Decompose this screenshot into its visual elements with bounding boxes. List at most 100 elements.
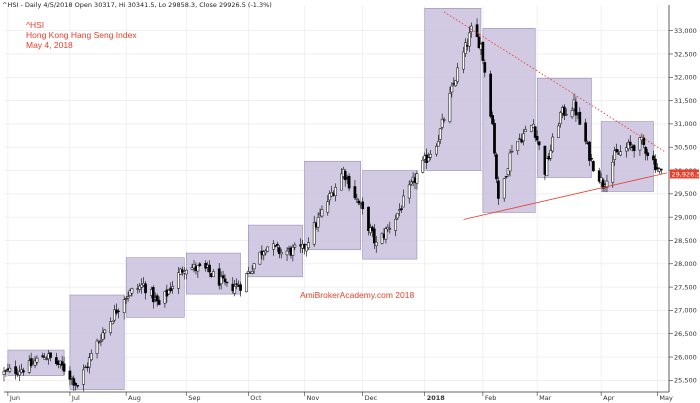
- down-candle: [504, 176, 508, 178]
- down-candle: [169, 287, 173, 292]
- x-tick-label: Apr: [603, 394, 615, 402]
- down-candle: [588, 141, 591, 161]
- up-candle: [450, 85, 454, 93]
- up-candle: [524, 129, 527, 132]
- down-candle: [144, 283, 147, 294]
- down-candle: [483, 62, 487, 73]
- x-tick-label: May: [659, 394, 673, 402]
- down-candle: [642, 137, 646, 145]
- up-candle: [328, 193, 332, 201]
- up-candle: [613, 150, 617, 160]
- y-tick-label: 25,500: [674, 377, 697, 385]
- up-candle: [171, 286, 175, 290]
- down-candle: [235, 283, 239, 285]
- up-candle: [518, 138, 522, 140]
- x-axis-tick-labels: Jun Jul Aug Sep Oct Nov Dec 2018 Feb Mar Apr May: [9, 394, 673, 402]
- down-candle: [652, 155, 655, 161]
- down-candle: [343, 171, 347, 181]
- x-tick-label: Jun: [9, 394, 20, 402]
- up-candle: [8, 367, 12, 372]
- x-tick-label: Dec: [365, 394, 378, 402]
- up-candle: [456, 67, 460, 82]
- down-candle: [592, 161, 595, 172]
- down-candle: [656, 167, 659, 170]
- up-candle: [522, 133, 525, 142]
- up-candle: [233, 286, 237, 294]
- up-candle: [279, 252, 283, 255]
- down-candle: [584, 122, 587, 142]
- x-tick-label: Feb: [485, 394, 497, 402]
- support-trendline: [463, 172, 668, 220]
- up-candle: [402, 195, 405, 208]
- up-candle: [355, 198, 359, 200]
- up-candle: [334, 187, 337, 197]
- down-candle: [644, 147, 648, 154]
- down-candle: [54, 357, 58, 364]
- down-candle: [225, 281, 229, 284]
- up-candle: [320, 209, 324, 217]
- up-candle: [113, 309, 116, 321]
- down-candle: [62, 363, 66, 372]
- down-candle: [155, 295, 159, 302]
- up-candle: [27, 360, 31, 373]
- up-candle: [307, 242, 310, 249]
- down-candle: [628, 141, 632, 146]
- down-candle: [198, 263, 202, 266]
- up-candle: [415, 173, 419, 184]
- up-candle: [638, 137, 642, 151]
- down-candle: [361, 201, 365, 210]
- down-candle: [372, 228, 376, 244]
- up-candle: [442, 119, 446, 121]
- up-candle: [409, 181, 413, 185]
- up-candle: [138, 285, 142, 290]
- up-candle: [384, 228, 388, 240]
- up-candle: [427, 157, 430, 162]
- up-candle: [407, 184, 411, 199]
- down-candle: [654, 158, 657, 171]
- down-candle: [601, 179, 605, 189]
- down-candle: [489, 73, 492, 117]
- down-candle: [400, 208, 403, 210]
- up-candle: [163, 291, 167, 304]
- up-candle: [396, 213, 399, 219]
- down-candle: [481, 41, 485, 61]
- up-candle: [126, 296, 130, 299]
- up-candle: [551, 136, 555, 152]
- up-candle: [438, 128, 442, 140]
- down-candle: [72, 378, 76, 386]
- down-candle: [151, 287, 155, 303]
- up-candle: [264, 250, 268, 254]
- down-candle: [495, 154, 498, 180]
- down-candle: [41, 355, 45, 358]
- up-candle: [502, 178, 506, 199]
- y-tick-label: 33,000: [674, 27, 697, 35]
- down-candle: [597, 170, 601, 182]
- down-candle: [239, 284, 242, 291]
- y-tick-label: 29,500: [674, 190, 697, 198]
- x-tick-label: 2018: [427, 394, 446, 402]
- down-candle: [68, 370, 72, 380]
- up-candle: [70, 376, 74, 379]
- up-candle: [564, 114, 568, 116]
- up-candle: [266, 246, 270, 252]
- y-tick-label: 31,500: [674, 97, 697, 105]
- down-candle: [493, 123, 496, 154]
- up-candle: [462, 51, 465, 70]
- up-candle: [448, 93, 452, 122]
- range-box: [362, 170, 418, 260]
- up-candle: [559, 112, 562, 124]
- y-tick-label: 28,000: [674, 260, 697, 268]
- down-candle: [537, 141, 541, 146]
- down-candle: [86, 366, 89, 369]
- down-candle: [4, 370, 8, 372]
- down-candle: [208, 264, 211, 273]
- up-candle: [130, 288, 134, 294]
- up-candle: [434, 146, 438, 155]
- up-candle: [510, 150, 514, 153]
- down-candle: [646, 152, 650, 156]
- trendlines: [443, 11, 668, 220]
- up-candle: [103, 329, 107, 334]
- last-price-tag: [670, 169, 699, 179]
- down-candle: [276, 243, 279, 246]
